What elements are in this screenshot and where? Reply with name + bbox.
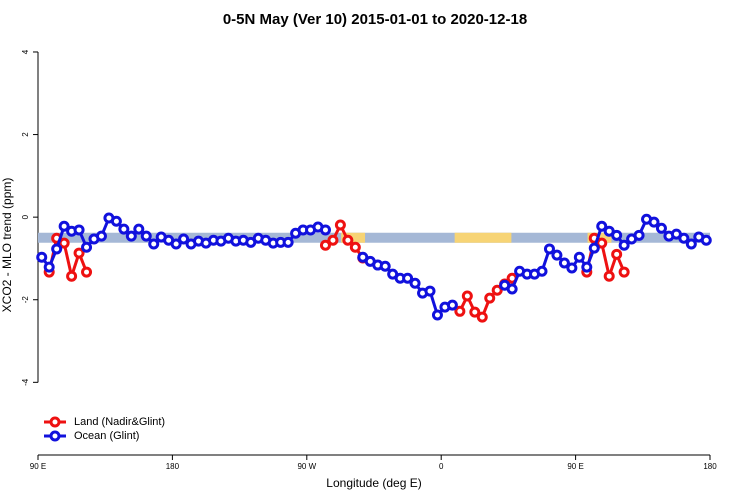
chart-title: 0-5N May (Ver 10) 2015-01-01 to 2020-12-… [223, 11, 527, 28]
point [379, 260, 391, 272]
y-tick-label: 0 [21, 214, 30, 219]
point [133, 223, 145, 235]
point [491, 284, 503, 296]
point [66, 270, 78, 282]
x-tick-label: 90 E [30, 462, 46, 471]
x-tick-label: 90 E [567, 462, 583, 471]
x-tick-label: 0 [439, 462, 444, 471]
point [170, 238, 182, 250]
point [655, 222, 667, 234]
point [611, 248, 623, 260]
point [573, 251, 585, 263]
point [118, 223, 130, 235]
point [469, 306, 481, 318]
x-tick-label: 180 [703, 462, 717, 471]
legend-label: Land (Nadir&Glint) [74, 416, 165, 428]
point [678, 232, 690, 244]
point [319, 224, 331, 236]
legend-marker [49, 416, 61, 428]
point [633, 229, 645, 241]
point [409, 277, 421, 289]
point [282, 236, 294, 248]
point [178, 233, 190, 245]
point [81, 241, 93, 253]
point [110, 215, 122, 227]
point [140, 230, 152, 242]
point [36, 251, 48, 263]
point [551, 249, 563, 261]
point [558, 257, 570, 269]
point [58, 237, 70, 249]
legend-marker [49, 430, 61, 442]
point [648, 216, 660, 228]
series-line [47, 221, 626, 320]
x-tick-label: 180 [166, 462, 180, 471]
y-axis-label: XCO2 - MLO trend (ppm) [0, 178, 14, 313]
point [506, 283, 518, 295]
y-tick-label: 2 [21, 132, 30, 137]
point [342, 234, 354, 246]
point [334, 219, 346, 231]
point [58, 220, 70, 232]
point [402, 272, 414, 284]
point [95, 230, 107, 242]
point [596, 237, 608, 249]
x-axis-label: Longitude (deg E) [326, 476, 421, 490]
point [461, 290, 473, 302]
point [73, 247, 85, 259]
point [424, 285, 436, 297]
point [685, 238, 697, 250]
point [543, 243, 555, 255]
point [446, 299, 458, 311]
point [148, 238, 160, 250]
point [700, 234, 712, 246]
point [603, 270, 615, 282]
point [431, 309, 443, 321]
point [125, 230, 137, 242]
point [581, 261, 593, 273]
point [73, 224, 85, 236]
point [454, 305, 466, 317]
point [484, 292, 496, 304]
point [327, 234, 339, 246]
point [566, 262, 578, 274]
point [349, 241, 361, 253]
point [51, 243, 63, 255]
x-tick-label: 90 W [297, 462, 316, 471]
legend-label: Ocean (Glint) [74, 430, 139, 442]
point [536, 265, 548, 277]
point [596, 220, 608, 232]
point [476, 311, 488, 323]
point [588, 242, 600, 254]
y-tick-label: -4 [21, 378, 30, 386]
point [319, 239, 331, 251]
y-tick-label: 4 [21, 49, 30, 54]
point [611, 229, 623, 241]
point [43, 261, 55, 273]
point [618, 239, 630, 251]
y-tick-label: -2 [21, 296, 30, 304]
point [81, 266, 93, 278]
point [618, 266, 630, 278]
